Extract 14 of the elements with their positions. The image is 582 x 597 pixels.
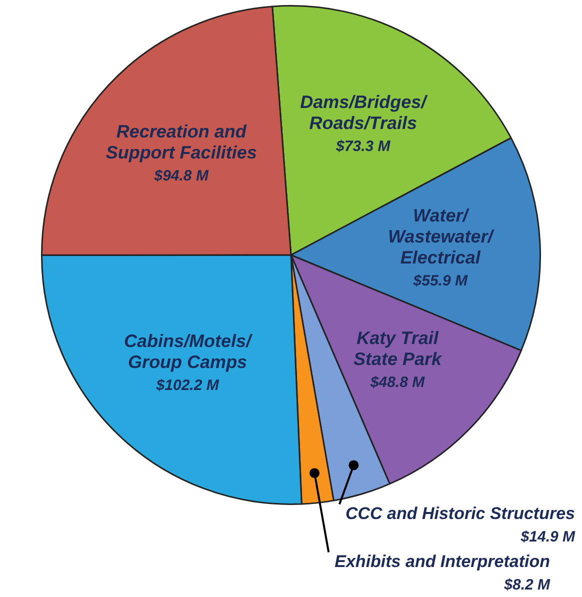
slice-label: Dams/Bridges/Roads/Trails [300, 92, 428, 133]
data-label: $55.9 M [412, 272, 468, 290]
data-label: $102.2 M [155, 377, 220, 394]
data-label: $8.2 M [503, 576, 550, 594]
slice-label: Exhibits and Interpretation [334, 552, 550, 571]
slice-label: Water/Wastewater/Electrical [388, 205, 495, 268]
slice-label: Katy Trail State Park [353, 328, 442, 369]
data-label: $94.8 M [153, 167, 209, 184]
slice-label: CCC and Historic Structures [345, 504, 575, 523]
data-label: $48.8 M [369, 374, 426, 392]
slice-label: Recreation and Support Facilities [106, 121, 257, 162]
data-label: $73.3 M [335, 138, 391, 156]
slice-label: Cabins/Motels/Group Camps [124, 330, 254, 372]
data-label: $14.9 M [520, 528, 576, 546]
